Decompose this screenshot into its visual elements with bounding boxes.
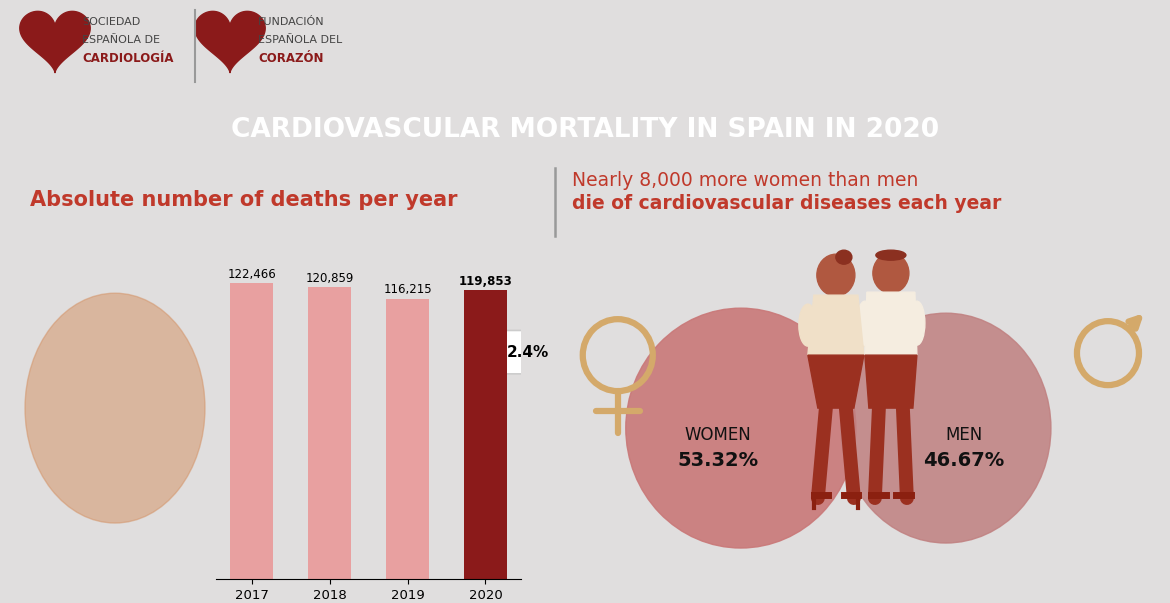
- Ellipse shape: [855, 304, 873, 346]
- Text: Nearly 8,000 more women than men: Nearly 8,000 more women than men: [572, 171, 918, 190]
- Ellipse shape: [835, 250, 852, 264]
- Text: 119,853: 119,853: [459, 274, 512, 288]
- Text: 116,215: 116,215: [384, 283, 432, 297]
- FancyBboxPatch shape: [491, 330, 565, 374]
- Ellipse shape: [841, 313, 1051, 543]
- Ellipse shape: [799, 304, 817, 346]
- Text: 122,466: 122,466: [227, 268, 276, 282]
- Text: 2.4%: 2.4%: [507, 345, 549, 359]
- Text: Absolute number of deaths per year: Absolute number of deaths per year: [30, 190, 457, 210]
- Polygon shape: [807, 295, 863, 355]
- Text: CARDIOLOGÍA: CARDIOLOGÍA: [82, 52, 173, 65]
- Bar: [308, 288, 351, 579]
- Ellipse shape: [856, 301, 873, 345]
- Bar: [230, 283, 273, 579]
- Text: FUNDACIÓN: FUNDACIÓN: [259, 17, 324, 27]
- Text: CARDIOVASCULAR MORTALITY IN SPAIN IN 2020: CARDIOVASCULAR MORTALITY IN SPAIN IN 202…: [230, 116, 940, 143]
- Ellipse shape: [909, 301, 925, 345]
- Polygon shape: [194, 11, 266, 73]
- Text: 53.32%: 53.32%: [677, 450, 758, 470]
- Bar: [386, 298, 429, 579]
- Text: die of cardiovascular diseases each year: die of cardiovascular diseases each year: [572, 194, 1002, 213]
- Text: WOMEN: WOMEN: [684, 426, 751, 444]
- Polygon shape: [20, 11, 90, 73]
- Polygon shape: [865, 292, 917, 355]
- Text: SOCIEDAD: SOCIEDAD: [82, 17, 140, 27]
- Text: 120,859: 120,859: [305, 272, 353, 285]
- Polygon shape: [807, 355, 863, 408]
- Ellipse shape: [626, 308, 856, 548]
- Bar: [464, 290, 507, 579]
- Ellipse shape: [25, 293, 205, 523]
- Ellipse shape: [817, 254, 855, 296]
- Text: MEN: MEN: [945, 426, 983, 444]
- Ellipse shape: [876, 250, 906, 260]
- Text: 46.67%: 46.67%: [923, 450, 1005, 470]
- Polygon shape: [865, 355, 917, 408]
- Text: ESPAÑOLA DEL: ESPAÑOLA DEL: [259, 35, 343, 45]
- Text: ESPAÑOLA DE: ESPAÑOLA DE: [82, 35, 160, 45]
- Ellipse shape: [873, 253, 909, 293]
- Text: CORAZÓN: CORAZÓN: [259, 52, 323, 65]
